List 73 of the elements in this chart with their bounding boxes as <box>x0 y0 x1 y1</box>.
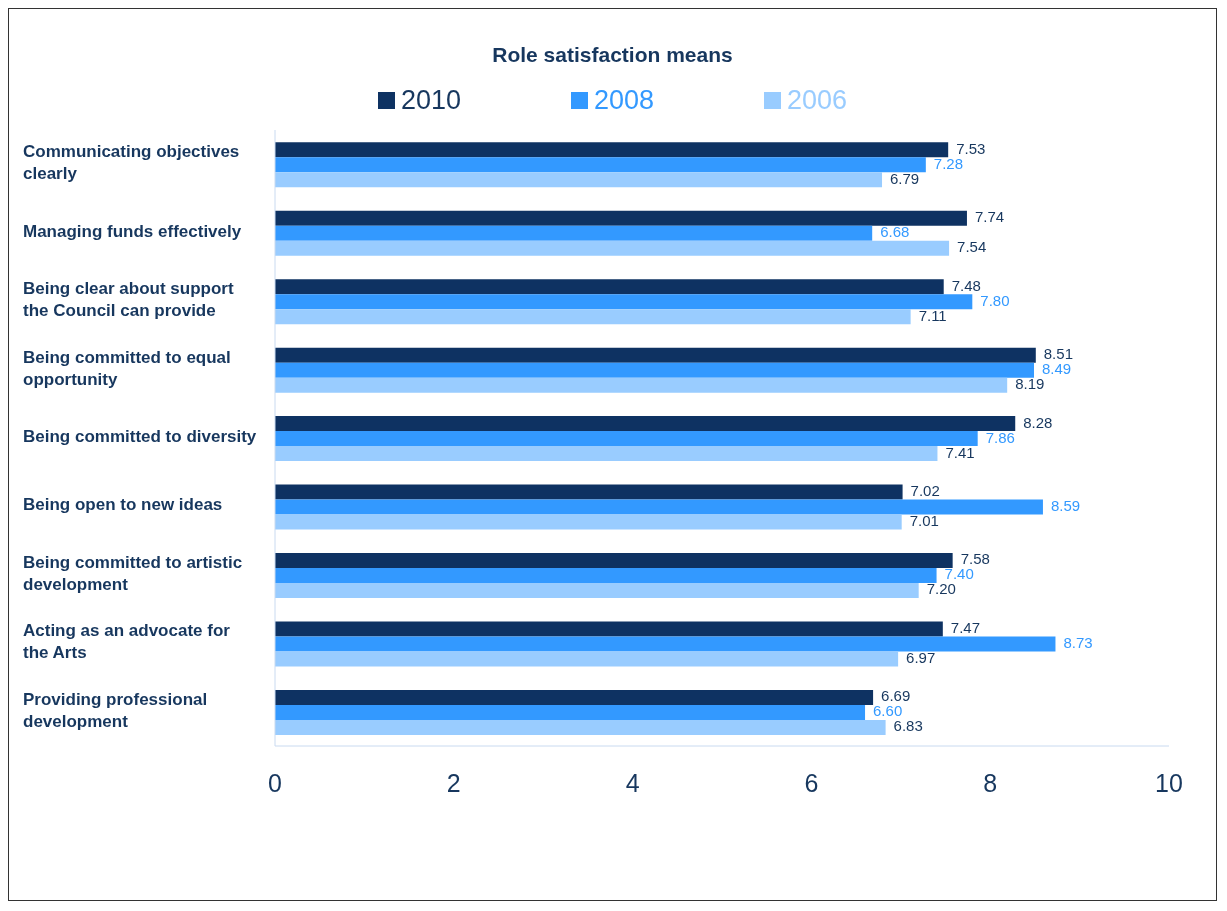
y-tick-label: Being committed to diversity <box>23 427 257 447</box>
bar <box>275 157 926 173</box>
data-label: 8.49 <box>1042 360 1072 378</box>
bar <box>275 294 973 310</box>
bar <box>275 446 938 462</box>
x-tick-label: 0 <box>268 768 282 797</box>
data-label: 7.54 <box>957 238 987 256</box>
x-tick-label: 4 <box>625 768 640 797</box>
data-label: 6.79 <box>890 169 920 187</box>
data-label: 7.40 <box>944 565 974 583</box>
y-tick-label: Being committed to equal opportunity <box>23 348 231 390</box>
chart-title: Role satisfaction means <box>491 43 734 67</box>
data-label: 7.47 <box>950 618 981 636</box>
y-tick-label: Being clear about support the Council can provide <box>23 279 234 321</box>
x-tick-label: 2 <box>446 768 461 797</box>
data-label: 8.28 <box>1023 413 1053 431</box>
bar <box>275 431 978 447</box>
data-label: 7.41 <box>945 443 975 461</box>
bar <box>275 651 899 667</box>
bar <box>275 225 873 241</box>
y-tick-label: Being committed to artistic development <box>23 553 243 595</box>
data-label: 7.86 <box>985 428 1015 446</box>
bar <box>275 309 911 325</box>
bar <box>275 142 949 158</box>
data-label: 7.20 <box>926 580 956 598</box>
bar <box>275 499 1043 515</box>
bar <box>275 582 919 598</box>
bar <box>275 689 874 705</box>
y-tick-label: Providing professional development <box>23 690 208 732</box>
data-label: 7.74 <box>974 208 1005 226</box>
x-tick-label: 6 <box>804 768 819 797</box>
y-tick-label: Managing funds effectively <box>23 222 242 242</box>
bar <box>275 172 883 188</box>
data-label: 6.68 <box>880 223 910 241</box>
y-tick-label: Acting as an advocate for the Arts <box>23 621 231 663</box>
bar <box>275 240 950 256</box>
data-label: 8.51 <box>1043 345 1073 363</box>
bar <box>275 621 943 637</box>
bar <box>275 362 1035 378</box>
bar <box>275 552 953 568</box>
data-label: 7.80 <box>980 291 1010 309</box>
bar <box>275 279 944 295</box>
data-label: 6.69 <box>881 687 911 705</box>
data-label: 8.59 <box>1050 497 1081 515</box>
bar <box>275 636 1056 652</box>
bar <box>275 514 902 530</box>
bar <box>275 484 903 500</box>
data-label: 7.28 <box>933 154 964 172</box>
legend-label: 2010 <box>399 85 461 116</box>
y-tick-label: Being open to new ideas <box>23 495 223 515</box>
data-label: 6.83 <box>893 717 923 735</box>
data-label: 7.58 <box>960 550 990 568</box>
data-label: 7.02 <box>910 482 940 500</box>
data-label: 6.97 <box>906 648 936 666</box>
bar <box>275 719 886 735</box>
x-tick-label: 10 <box>1155 768 1183 797</box>
bar <box>275 210 967 226</box>
data-label: 8.19 <box>1015 375 1045 393</box>
y-tick-label: Communicating objectives clearly <box>23 142 240 184</box>
bar <box>275 377 1008 393</box>
bar <box>275 567 937 583</box>
data-label: 7.48 <box>951 276 981 294</box>
data-label: 6.60 <box>873 702 903 720</box>
data-label: 7.01 <box>909 512 939 530</box>
x-tick-label: 8 <box>983 768 998 797</box>
bar <box>275 416 1016 432</box>
legend-label: 2006 <box>786 85 848 116</box>
data-label: 8.73 <box>1063 633 1093 651</box>
bar <box>275 704 866 720</box>
data-label: 7.11 <box>918 306 947 324</box>
bar <box>275 347 1036 363</box>
legend-label: 2008 <box>592 85 655 116</box>
data-label: 7.53 <box>956 139 986 157</box>
